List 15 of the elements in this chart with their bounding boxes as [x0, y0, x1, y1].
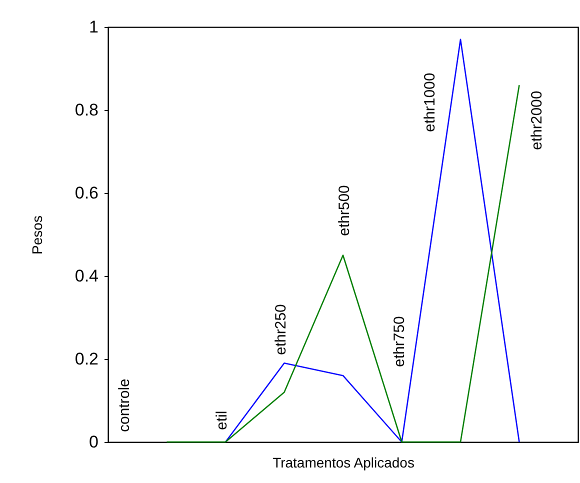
- annotation: controle: [116, 378, 133, 432]
- annotation: ethr2000: [528, 90, 546, 150]
- y-tick-label: 0.2: [74, 350, 98, 368]
- y-tick-label: 0.6: [74, 184, 98, 202]
- x-axis-title: Tratamentos Aplicados: [272, 454, 414, 470]
- y-tick-label: 0: [89, 432, 98, 452]
- annotation: ethr1000: [422, 72, 438, 132]
- annotation: etil: [214, 410, 230, 430]
- y-axis-title: Pesos: [28, 216, 45, 254]
- y-tick-label: 1: [89, 18, 98, 36]
- annotation: ethr250: [272, 304, 290, 355]
- y-tick-label: 0.8: [74, 100, 98, 120]
- annotation: ethr500: [336, 185, 353, 236]
- y-tick-label: 0.4: [74, 266, 98, 286]
- annotation: ethr750: [390, 316, 408, 367]
